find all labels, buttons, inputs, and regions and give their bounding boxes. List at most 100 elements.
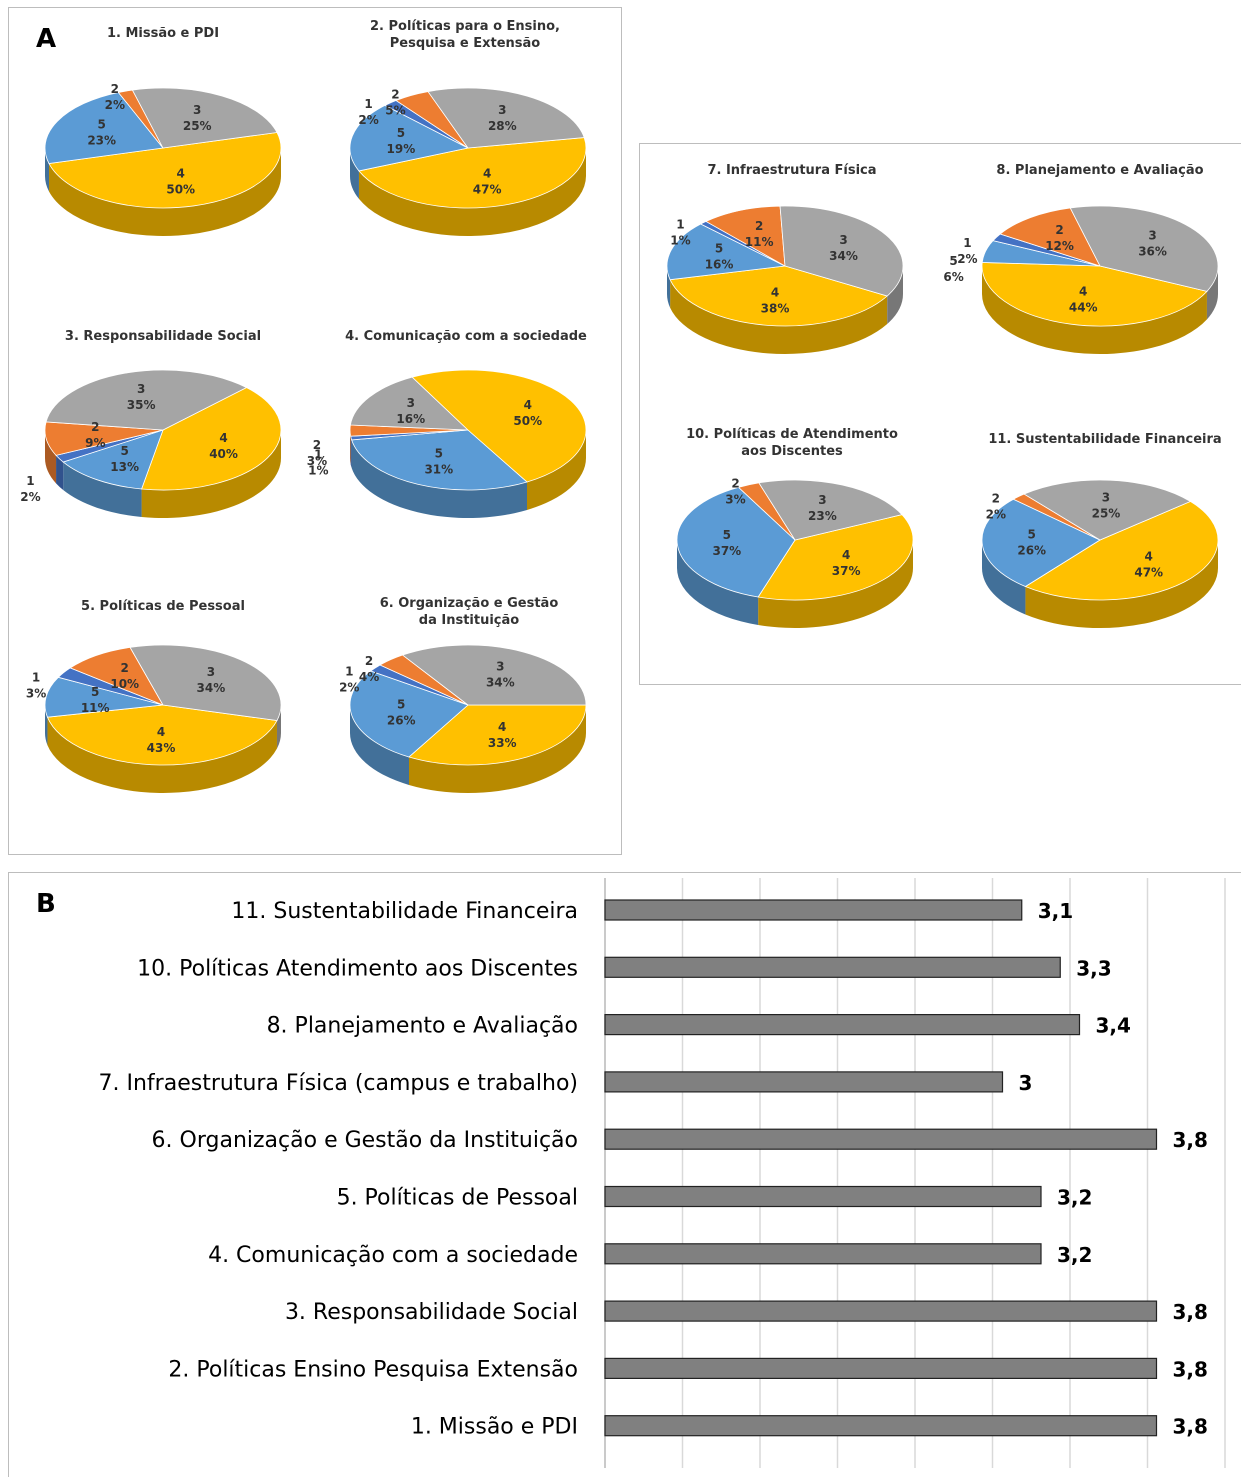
pie-label-3: 3 34% [829, 233, 858, 263]
pie-label-4: 4 44% [1069, 285, 1098, 315]
pie-side-5 [63, 462, 142, 518]
pie-slice-5 [676, 486, 796, 598]
pie-slice-5 [44, 92, 164, 164]
pie-side-4 [141, 430, 281, 519]
pie-side-4 [49, 148, 281, 237]
pie-side-1 [56, 455, 64, 491]
pie-slice-5 [981, 498, 1101, 587]
bar-value-label: 3,8 [1173, 1415, 1208, 1439]
pie-title: 4. Comunicação com a sociedade [345, 329, 587, 344]
bar-row: 1. Missão e PDI 3,8 [411, 1415, 1208, 1440]
pie-slice-2 [69, 646, 164, 706]
pie-label-2: 2 5% [385, 88, 405, 118]
pie-slice-5 [62, 429, 164, 490]
pie-side-1 [350, 436, 352, 468]
bar-value-label: 3,8 [1173, 1357, 1208, 1381]
bar-value-label: 3 [1019, 1071, 1033, 1095]
pie-label-3: 3 25% [1092, 490, 1121, 520]
bar-rect [604, 1185, 1042, 1208]
bar-category-label: 10. Políticas Atendimento aos Discentes [137, 956, 578, 981]
pie-slice-4 [46, 704, 278, 766]
pie-label-2: 2 4% [359, 654, 379, 684]
bar-category-label: 4. Comunicação com a sociedade [208, 1243, 578, 1268]
pie-title: 5. Políticas de Pessoal [81, 599, 245, 614]
pie-label-5: 5 23% [87, 118, 116, 148]
pie-side-4 [670, 279, 888, 354]
bar-category-label: 6. Organização e Gestão da Instituição [152, 1128, 578, 1153]
pie-chart-6-organizacao-e-gestao-da-instituicao: 6. Organização e Gestão da Instituição 4 33… [339, 596, 587, 794]
pie-label-3: 3 34% [486, 659, 515, 689]
pie-label-3: 3 28% [488, 103, 517, 133]
pie-label-3: 3 16% [396, 396, 425, 426]
pie-side-5 [667, 266, 671, 308]
pie-label-2: 2 3% [725, 476, 745, 506]
pie-label-2: 2 10% [110, 661, 139, 691]
pie-label-5: 5 11% [81, 685, 110, 715]
bar-value-label: 3,8 [1173, 1300, 1208, 1324]
pie-slice-3 [427, 87, 585, 149]
pie-label-4: 4 50% [166, 167, 195, 197]
pie-side-5 [45, 148, 50, 192]
bar-rect [604, 1243, 1042, 1265]
pie-slice-2 [705, 205, 786, 267]
pie-side-4 [409, 705, 586, 794]
pie-side-4 [358, 148, 586, 237]
pie-label-1: 1 2% [20, 474, 40, 504]
bar-rect [604, 1013, 1081, 1036]
pie-chart-3-responsabilidade-social: 3. Responsabilidade Social 4 40% 5 13% 1 2% 2 9%… [20, 329, 282, 519]
bar-rect [604, 956, 1061, 978]
pie-slice-5 [351, 429, 528, 491]
bar-row: 4. Comunicação com a sociedade 3,2 [208, 1243, 1092, 1268]
bar-rect [604, 1128, 1158, 1150]
pie-title: 10. Políticas de Atendimento aos Discente… [686, 427, 898, 459]
bar-rect [604, 1357, 1158, 1380]
pie-slice-5 [349, 670, 469, 758]
bar-value-label: 3,4 [1096, 1014, 1131, 1038]
bar-category-label: 7. Infraestrutura Física (campus e traba… [99, 1071, 578, 1096]
pie-label-3: 3 34% [197, 665, 226, 695]
bar-value-label: 3,8 [1173, 1128, 1208, 1152]
pie-title: 8. Planejamento e Avaliação [996, 163, 1203, 178]
pie-label-5: 5 13% [110, 444, 139, 474]
pie-label-2: 2 2% [986, 491, 1006, 521]
pie-title: 6. Organização e Gestão da Instituição [380, 596, 559, 628]
pie-side-4 [758, 540, 913, 628]
pie-charts-group: 1. Missão e PDI 4 50% 5 23% 2 2% 3 25% 2. Polític… [20, 19, 1222, 794]
pie-label-1: 1 2% [957, 236, 977, 266]
bar-row: 10. Políticas Atendimento aos Discentes 3… [137, 956, 1112, 981]
pie-title: 7. Infraestrutura Física [707, 163, 876, 178]
pie-title: 3. Responsabilidade Social [65, 329, 261, 344]
pie-label-4: 4 50% [513, 398, 542, 428]
pie-label-5: 5 26% [387, 698, 416, 728]
pie-label-3: 3 36% [1138, 229, 1167, 259]
pie-slice-4 [141, 387, 282, 491]
pie-slice-5 [349, 104, 470, 172]
bar-rect [604, 899, 1023, 921]
pie-slice-4 [411, 369, 587, 483]
bar-rect [604, 1300, 1158, 1322]
pie-slice-3 [45, 369, 248, 431]
pie-slice-3 [758, 479, 903, 541]
pie-slice-5 [44, 676, 164, 718]
bar-value-label: 3,3 [1076, 956, 1111, 980]
pie-slice-4 [1024, 500, 1219, 601]
pie-label-4: 4 47% [473, 166, 502, 196]
pie-side-5 [45, 705, 48, 746]
bar-category-label: 1. Missão e PDI [411, 1415, 578, 1440]
pie-side-5 [982, 540, 1026, 615]
pie-slice-3 [1069, 205, 1219, 292]
pie-label-5: 5 6% [943, 254, 963, 284]
pie-label-4: 4 38% [761, 285, 790, 315]
pie-label-1: 1 2% [339, 665, 359, 695]
bar-row: 8. Planejamento e Avaliação 3,4 [267, 1014, 1131, 1039]
pie-side-4 [47, 717, 277, 794]
bar-row: 6. Organização e Gestão da Instituição 3,… [152, 1128, 1208, 1153]
bar-rect [604, 1071, 1004, 1093]
pie-title: 11. Sustentabilidade Financeira [988, 432, 1221, 447]
panel-label-b: B [36, 889, 56, 919]
pie-chart-11-sustentabilidade-financeira: 11. Sustentabilidade Financeira 4 47% 5 26% 2… [981, 432, 1222, 629]
bar-row: 5. Políticas de Pessoal 3,2 [337, 1186, 1093, 1211]
pie-chart-2-politicas-para-o-ensino-pesquisa-e-extensao: 2. Políticas para o Ensino, Pesquisa e Ex… [349, 19, 587, 237]
pie-chart-7-infraestrutura-fisica: 7. Infraestrutura Física 4 38% 5 16% 1 1% 2 11% 3… [666, 163, 904, 354]
pie-slice-3 [129, 644, 282, 721]
